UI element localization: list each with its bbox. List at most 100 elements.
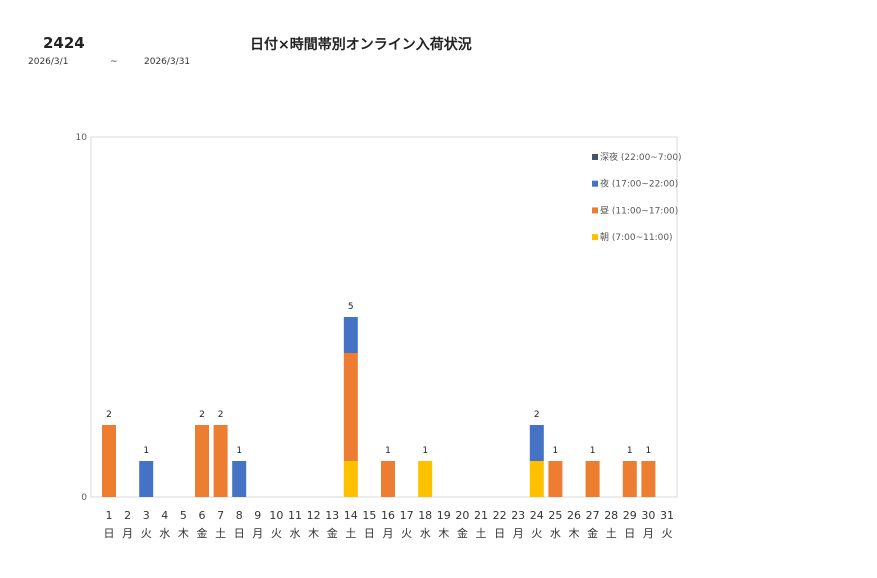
x-tick-label: 8 bbox=[236, 509, 243, 522]
x-weekday-label: 火 bbox=[271, 527, 282, 540]
x-weekday-label: 金 bbox=[197, 526, 208, 540]
data-label: 1 bbox=[646, 446, 652, 456]
x-tick-label: 1 bbox=[106, 509, 113, 522]
x-tick-label: 21 bbox=[474, 509, 488, 522]
x-weekday-label: 日 bbox=[104, 527, 115, 540]
x-tick-label: 27 bbox=[586, 509, 600, 522]
x-tick-label: 18 bbox=[418, 509, 432, 522]
bar-segment bbox=[102, 425, 116, 497]
data-label: 1 bbox=[422, 446, 428, 456]
x-weekday-label: 日 bbox=[494, 527, 505, 540]
y-tick-label: 10 bbox=[76, 133, 88, 143]
x-tick-label: 10 bbox=[269, 509, 283, 522]
x-weekday-label: 金 bbox=[587, 526, 598, 540]
legend-swatch bbox=[592, 207, 598, 214]
x-tick-label: 29 bbox=[623, 509, 637, 522]
bar-segment bbox=[622, 461, 637, 497]
x-weekday-label: 日 bbox=[624, 527, 635, 540]
bar-segment bbox=[529, 425, 544, 461]
x-weekday-label: 木 bbox=[308, 527, 319, 540]
legend-label: 昼 (11:00~17:00) bbox=[600, 205, 678, 216]
legend-swatch bbox=[592, 154, 598, 160]
x-tick-label: 28 bbox=[604, 509, 618, 522]
x-tick-label: 2 bbox=[124, 509, 131, 522]
x-tick-label: 24 bbox=[530, 509, 544, 522]
x-tick-label: 17 bbox=[400, 509, 414, 522]
x-tick-label: 22 bbox=[493, 509, 507, 522]
bar-segment bbox=[343, 353, 358, 461]
plot-area bbox=[90, 136, 678, 498]
x-tick-label: 14 bbox=[344, 509, 358, 522]
x-weekday-label: 月 bbox=[643, 527, 654, 540]
data-label: 2 bbox=[106, 410, 112, 420]
data-label: 5 bbox=[348, 302, 354, 312]
data-label: 2 bbox=[199, 410, 205, 420]
bar-segment bbox=[585, 461, 600, 497]
x-weekday-label: 水 bbox=[550, 527, 561, 540]
x-weekday-label: 火 bbox=[662, 527, 673, 540]
x-tick-label: 15 bbox=[362, 509, 376, 522]
x-tick-label: 30 bbox=[641, 509, 655, 522]
bar-segment bbox=[343, 461, 358, 497]
x-weekday-label: 月 bbox=[252, 527, 263, 540]
x-weekday-label: 木 bbox=[569, 527, 580, 540]
data-label: 1 bbox=[143, 446, 149, 456]
data-label: 1 bbox=[236, 446, 242, 456]
x-tick-label: 6 bbox=[199, 509, 206, 522]
date-to: 2026/3/31 bbox=[144, 57, 191, 67]
x-tick-label: 4 bbox=[161, 509, 168, 522]
x-weekday-label: 月 bbox=[122, 527, 133, 540]
legend-swatch bbox=[592, 234, 598, 241]
x-weekday-label: 月 bbox=[513, 527, 524, 540]
x-weekday-label: 月 bbox=[383, 527, 394, 540]
x-tick-label: 13 bbox=[325, 509, 339, 522]
x-weekday-label: 水 bbox=[420, 527, 431, 540]
bar-segment bbox=[529, 461, 544, 497]
bar-segment bbox=[195, 425, 209, 497]
x-weekday-label: 水 bbox=[290, 527, 301, 540]
x-weekday-label: 日 bbox=[234, 527, 245, 540]
x-weekday-label: 日 bbox=[364, 527, 375, 540]
x-tick-label: 19 bbox=[437, 509, 451, 522]
x-tick-label: 31 bbox=[660, 509, 674, 522]
bar-segment bbox=[381, 461, 395, 497]
data-label: 2 bbox=[218, 410, 224, 420]
bar-segment bbox=[418, 461, 433, 497]
x-tick-label: 5 bbox=[180, 509, 187, 522]
x-weekday-label: 金 bbox=[457, 526, 468, 540]
x-weekday-label: 金 bbox=[327, 526, 338, 540]
legend-swatch bbox=[592, 180, 598, 187]
data-label: 1 bbox=[385, 446, 391, 456]
data-label: 2 bbox=[534, 410, 540, 420]
legend-label: 夜 (17:00~22:00) bbox=[600, 178, 678, 190]
x-tick-label: 25 bbox=[548, 509, 562, 522]
bar-segment bbox=[232, 461, 247, 497]
x-weekday-label: 火 bbox=[401, 527, 412, 540]
x-tick-label: 9 bbox=[254, 509, 261, 522]
bar-segment bbox=[213, 425, 228, 497]
x-tick-label: 12 bbox=[307, 509, 321, 522]
x-weekday-label: 土 bbox=[606, 527, 617, 540]
x-weekday-label: 火 bbox=[531, 527, 542, 540]
x-weekday-label: 火 bbox=[141, 527, 152, 540]
data-label: 1 bbox=[553, 446, 559, 456]
x-weekday-label: 土 bbox=[476, 527, 487, 540]
x-weekday-label: 土 bbox=[215, 527, 226, 540]
x-tick-label: 7 bbox=[217, 509, 224, 522]
x-tick-label: 11 bbox=[288, 509, 302, 522]
x-tick-label: 26 bbox=[567, 509, 581, 522]
bar-segment bbox=[139, 461, 154, 497]
x-weekday-label: 木 bbox=[178, 527, 189, 540]
date-tilde: ~ bbox=[110, 57, 118, 67]
store-code: 2424 bbox=[43, 34, 85, 52]
x-tick-label: 23 bbox=[511, 509, 525, 522]
legend-label: 朝 (7:00~11:00) bbox=[600, 232, 673, 243]
y-tick-label: 0 bbox=[81, 493, 87, 503]
data-label: 1 bbox=[627, 446, 633, 456]
bar-segment bbox=[548, 461, 563, 497]
x-weekday-label: 木 bbox=[438, 527, 449, 540]
legend-label: 深夜 (22:00~7:00) bbox=[600, 151, 682, 163]
x-weekday-label: 土 bbox=[345, 527, 356, 540]
chart-title: 日付×時間帯別オンライン入荷状況 bbox=[250, 37, 472, 53]
